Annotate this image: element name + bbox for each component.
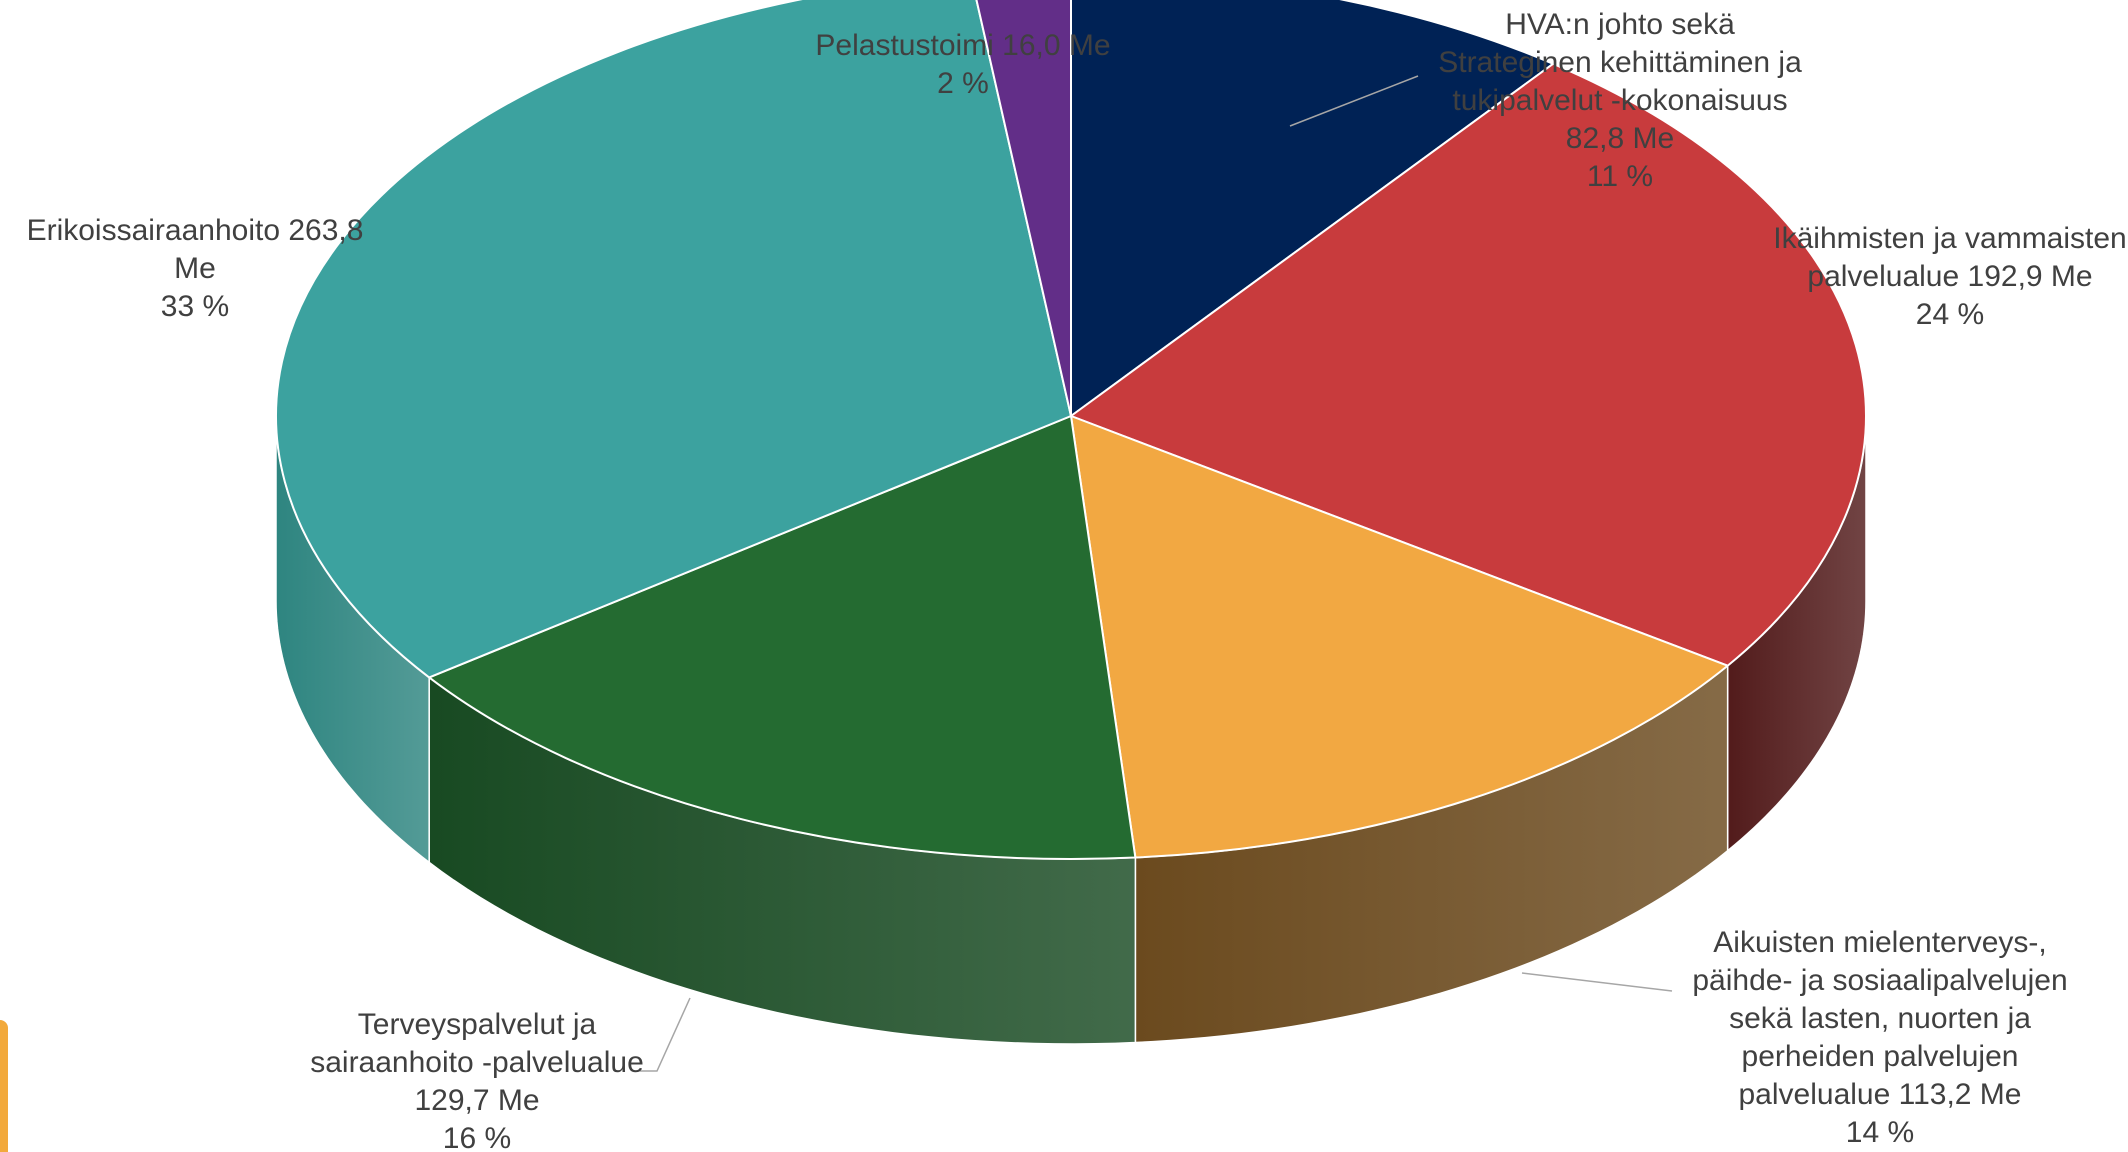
orange-edge-accent [0,1020,8,1152]
slice-pelastustoimi[interactable] [971,0,1072,417]
data-label-line: Erikoissairaanhoito 263,8 [27,214,364,247]
data-label-ikaihmisten-ja-vammaisten-palvelualue: Ikäihmisten ja vammaisten palvelualue 192… [1773,222,2126,331]
data-label-line: 11 % [1587,160,1653,193]
leader-line-aikuisten-mielenterveys-paihde-ja-sosiaa [1521,972,1673,992]
data-label-line: Terveyspalvelut ja [358,1008,597,1041]
slice-hva-n-johto-seka-strateginen-kehittamine[interactable] [1070,0,1555,417]
data-label-line: tukipalvelut -kokonaisuus [1452,84,1787,117]
slice-aikuisten-mielenterveys-paihde-ja-sosiaa[interactable] [1070,415,1729,859]
data-label-line: 2 % [937,67,989,100]
slice-ikaihmisten-ja-vammaisten-palvelualue[interactable] [1070,62,1867,667]
leader-line-hva-n-johto-seka-strateginen-kehittamine [1289,75,1419,127]
data-label-aikuisten-mielenterveys-paihde-ja-sosiaa: Aikuisten mielenterveys-, päihde- ja sosi… [1692,926,2067,1149]
slice-terveyspalvelut-ja-sairaanhoito-palvelua[interactable] [428,415,1137,860]
data-label-line: palvelualue 192,9 Me [1807,260,2092,293]
data-label-line: sairaanhoito -palvelualue [310,1046,644,1079]
data-label-line: päihde- ja sosiaalipalvelujen [1692,964,2067,997]
data-label-line: Ikäihmisten ja vammaisten [1773,222,2126,255]
data-label-line: 16 % [443,1122,511,1152]
data-label-line: perheiden palvelujen [1742,1040,2019,1073]
data-label-terveyspalvelut-ja-sairaanhoito-palvelua: Terveyspalvelut ja sairaanhoito -palvelua… [310,1008,644,1152]
data-label-line: 33 % [161,290,229,323]
pie-top-face [275,0,1867,860]
data-label-erikoissairaanhoito: Erikoissairaanhoito 263,8 Me 33 % [27,214,364,323]
data-label-line: 82,8 Me [1566,122,1674,155]
data-label-line: palvelualue 113,2 Me [1739,1078,2022,1111]
data-label-line: Me [174,252,216,285]
data-label-pelastustoimi: Pelastustoimi 16,0 Me 2 % [815,29,1110,100]
data-label-line: HVA:n johto sekä [1505,8,1735,41]
leader-line-terveyspalvelut-ja-sairaanhoito-palvelua [640,997,691,1072]
data-label-line: sekä lasten, nuorten ja [1729,1002,2031,1035]
data-label-hva-n-johto-seka-strateginen-kehittamine: HVA:n johto sekä Strateginen kehittäminen… [1438,8,1802,193]
data-label-line: 14 % [1846,1116,1914,1149]
leader-lines [640,75,1673,1072]
data-label-line: Pelastustoimi 16,0 Me [815,29,1110,62]
data-labels: HVA:n johto sekä Strateginen kehittäminen… [27,8,2127,1152]
data-label-line: 129,7 Me [414,1084,539,1117]
data-label-line: Aikuisten mielenterveys-, [1713,926,2046,959]
data-label-line: 24 % [1916,298,1984,331]
data-label-line: Strateginen kehittäminen ja [1438,46,1802,79]
slice-erikoissairaanhoito[interactable] [275,0,1072,679]
